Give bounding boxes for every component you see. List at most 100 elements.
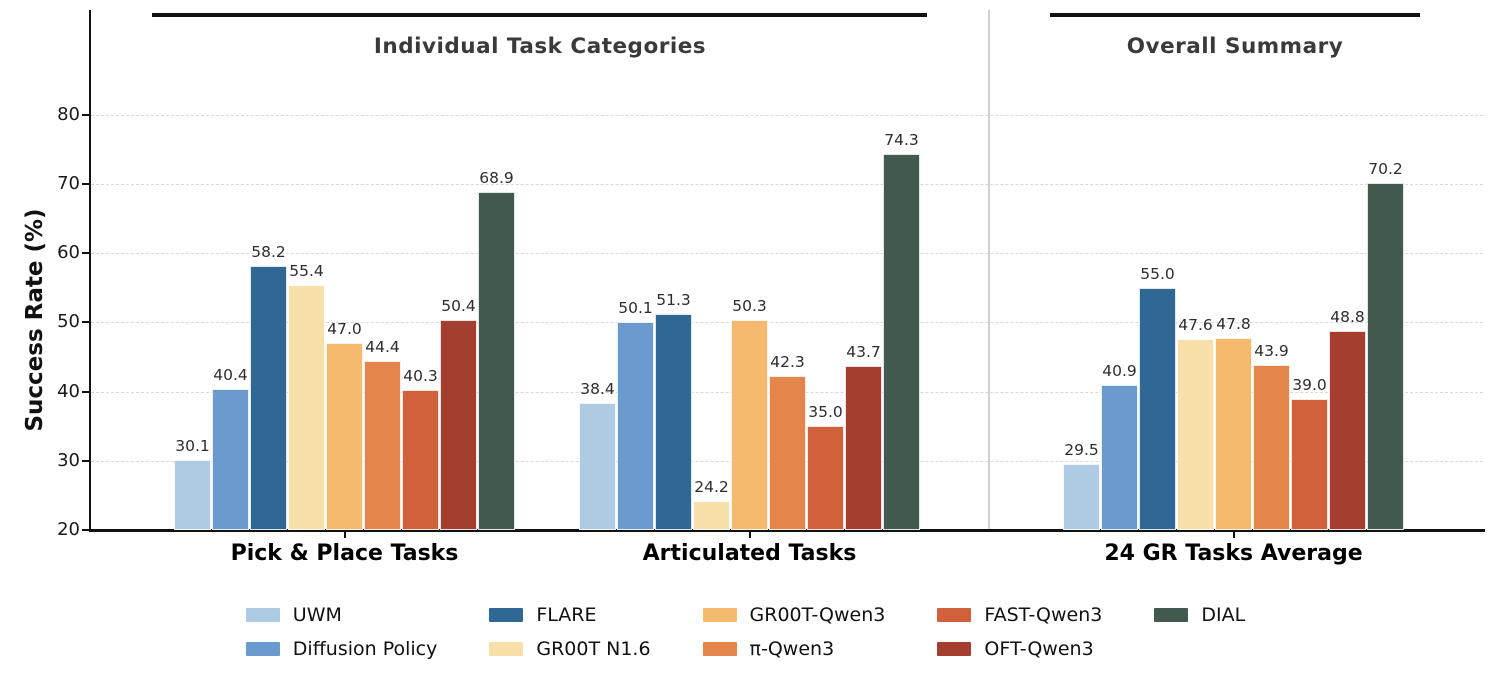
legend-column: GR00T-Qwen3 π-Qwen3: [702, 600, 886, 663]
bar-FAST-Qwen3: [402, 389, 439, 530]
bar-value-label: 70.2: [1368, 159, 1403, 178]
bar-value-label: 39.0: [1292, 375, 1327, 394]
legend-label: π-Qwen3: [749, 637, 835, 660]
bar-UWM: [1063, 464, 1100, 530]
y-tick-label-60: 60: [57, 242, 80, 264]
y-tick-label-50: 50: [57, 311, 80, 333]
y-tick-mark-80: [82, 113, 89, 116]
gridline-50: [91, 322, 1483, 324]
bar-value-label: 43.9: [1254, 341, 1289, 360]
section-title-overall: Overall Summary: [1126, 34, 1344, 59]
y-tick-mark-30: [82, 459, 89, 462]
bar-FLARE: [250, 265, 287, 530]
legend-swatch-Diffusion Policy: [245, 641, 280, 656]
y-tick-mark-70: [82, 183, 89, 186]
bar-value-label: 44.4: [365, 338, 400, 357]
legend-column: FAST-Qwen3 OFT-Qwen3: [937, 600, 1102, 663]
legend-item: GR00T N1.6: [489, 634, 651, 663]
legend-label: DIAL: [1201, 603, 1246, 626]
category-label: Pick & Place Tasks: [230, 541, 459, 566]
y-tick-label-20: 20: [57, 519, 80, 540]
legend-item: FLARE: [489, 600, 650, 629]
bar-value-label: 24.2: [694, 477, 729, 496]
gridline-80: [91, 114, 1483, 116]
bar-Diffusion Policy: [617, 321, 654, 530]
bar-value-label: 35.0: [808, 403, 843, 422]
legend-column: DIAL: [1154, 600, 1245, 629]
legend-label: GR00T-Qwen3: [749, 603, 886, 626]
bar-GR00T-Qwen3: [731, 320, 768, 530]
bar-π-Qwen3: [364, 361, 401, 530]
section-title-individual: Individual Task Categories: [373, 34, 707, 59]
legend-item: OFT-Qwen3: [937, 634, 1102, 663]
bar-value-label: 30.1: [175, 437, 210, 456]
bar-value-label: 55.0: [1140, 264, 1175, 283]
bar-OFT-Qwen3: [1329, 330, 1366, 530]
bar-value-label: 42.3: [770, 352, 805, 371]
legend: UWM Diffusion Policy FLARE GR00T N1.6 GR00T-…: [0, 600, 1491, 663]
legend-item: GR00T-Qwen3: [702, 600, 886, 629]
bar-Diffusion Policy: [212, 388, 249, 530]
bar-GR00T-Qwen3: [1215, 337, 1252, 530]
legend-item: DIAL: [1154, 600, 1245, 629]
legend-swatch-DIAL: [1154, 607, 1189, 622]
bar-value-label: 48.8: [1330, 307, 1365, 326]
section-bracket-individual: [152, 13, 927, 17]
legend-item: π-Qwen3: [702, 634, 886, 663]
bar-value-label: 40.4: [213, 365, 248, 384]
x-tick-mark: [748, 531, 751, 538]
bar-value-label: 47.6: [1178, 316, 1213, 335]
section-divider-line: [988, 10, 990, 529]
y-tick-mark-20: [82, 529, 89, 531]
bar-value-label: 47.8: [1216, 314, 1251, 333]
legend-label: FLARE: [536, 603, 597, 626]
legend-swatch-OFT-Qwen3: [937, 641, 972, 656]
legend-column: UWM Diffusion Policy: [245, 600, 438, 663]
legend-swatch-FLARE: [489, 607, 524, 622]
section-bracket-overall: [1050, 13, 1420, 17]
legend-item: Diffusion Policy: [245, 634, 437, 663]
legend-swatch-FAST-Qwen3: [937, 607, 972, 622]
y-tick-label-40: 40: [57, 380, 80, 402]
bar-value-label: 43.7: [846, 343, 881, 362]
bar-OFT-Qwen3: [440, 319, 477, 530]
bar-GR00T N1.6: [288, 285, 325, 530]
y-tick-label-70: 70: [57, 173, 80, 195]
bar-FLARE: [1139, 287, 1176, 530]
legend-label: OFT-Qwen3: [984, 637, 1094, 660]
bar-value-label: 50.1: [618, 298, 653, 317]
bar-DIAL: [1367, 182, 1404, 530]
gridline-60: [91, 253, 1483, 255]
bar-value-label: 74.3: [884, 131, 919, 150]
legend-label: GR00T N1.6: [536, 637, 651, 660]
bar-value-label: 51.3: [656, 290, 691, 309]
y-axis-spine: [89, 10, 91, 530]
legend-label: FAST-Qwen3: [984, 603, 1103, 626]
x-tick-mark: [1232, 531, 1235, 538]
bar-value-label: 58.2: [251, 242, 286, 261]
category-label: 24 GR Tasks Average: [1104, 541, 1363, 566]
legend-label: UWM: [292, 603, 342, 626]
bar-GR00T-Qwen3: [326, 343, 363, 530]
bar-FAST-Qwen3: [807, 426, 844, 530]
bar-OFT-Qwen3: [845, 366, 882, 530]
bar-value-label: 55.4: [289, 262, 324, 281]
gridline-70: [91, 184, 1483, 186]
bar-UWM: [174, 460, 211, 530]
bar-π-Qwen3: [1253, 364, 1290, 530]
bar-value-label: 38.4: [580, 379, 615, 398]
bar-UWM: [579, 402, 616, 530]
bar-value-label: 29.5: [1064, 441, 1099, 460]
legend-swatch-GR00T-Qwen3: [702, 607, 737, 622]
bar-FLARE: [655, 313, 692, 530]
category-label: Articulated Tasks: [642, 541, 857, 566]
bar-value-label: 50.3: [732, 297, 767, 316]
y-tick-mark-40: [82, 390, 89, 393]
legend-column: FLARE GR00T N1.6: [489, 600, 651, 663]
bar-DIAL: [883, 154, 920, 530]
legend-item: UWM: [245, 600, 438, 629]
legend-swatch-π-Qwen3: [702, 641, 737, 656]
bar-DIAL: [478, 191, 515, 530]
x-axis-spine: [89, 529, 1485, 532]
